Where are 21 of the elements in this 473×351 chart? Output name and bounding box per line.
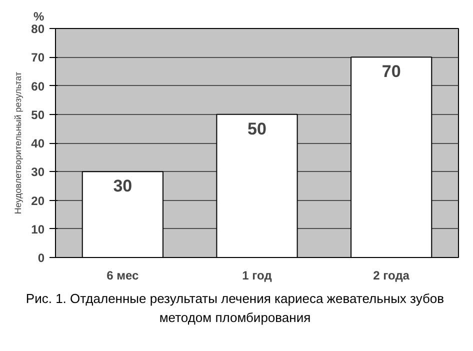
text: Рис. 1. Отдаленные результаты лечения кариеса жевательных зубов методом пломбирования (24, 290, 446, 327)
bar (82, 171, 164, 258)
bar (350, 56, 432, 258)
y-tick-label: 80 (31, 22, 45, 36)
data-label: 30 (113, 176, 132, 196)
y-tick-label: 10 (31, 222, 45, 236)
x-tick-label: 1 год (242, 268, 272, 282)
data-label: 50 (248, 119, 266, 138)
y-tick-label: 50 (31, 108, 45, 122)
y-axis-title: Неудовлетворительный результат (13, 72, 24, 214)
y-tick-label: 30 (31, 165, 45, 180)
bar (216, 114, 298, 258)
x-tick-label: 2 года (373, 268, 410, 282)
text: % (34, 10, 44, 24)
x-tick-label: 6 мес (106, 268, 140, 282)
y-tick-label: 40 (31, 136, 45, 150)
y-tick-label: 70 (31, 50, 45, 65)
y-tick-label: 0 (38, 251, 45, 265)
data-label: 70 (382, 62, 401, 82)
y-tick-label: 20 (31, 194, 45, 208)
y-tick-label: 60 (31, 79, 45, 94)
